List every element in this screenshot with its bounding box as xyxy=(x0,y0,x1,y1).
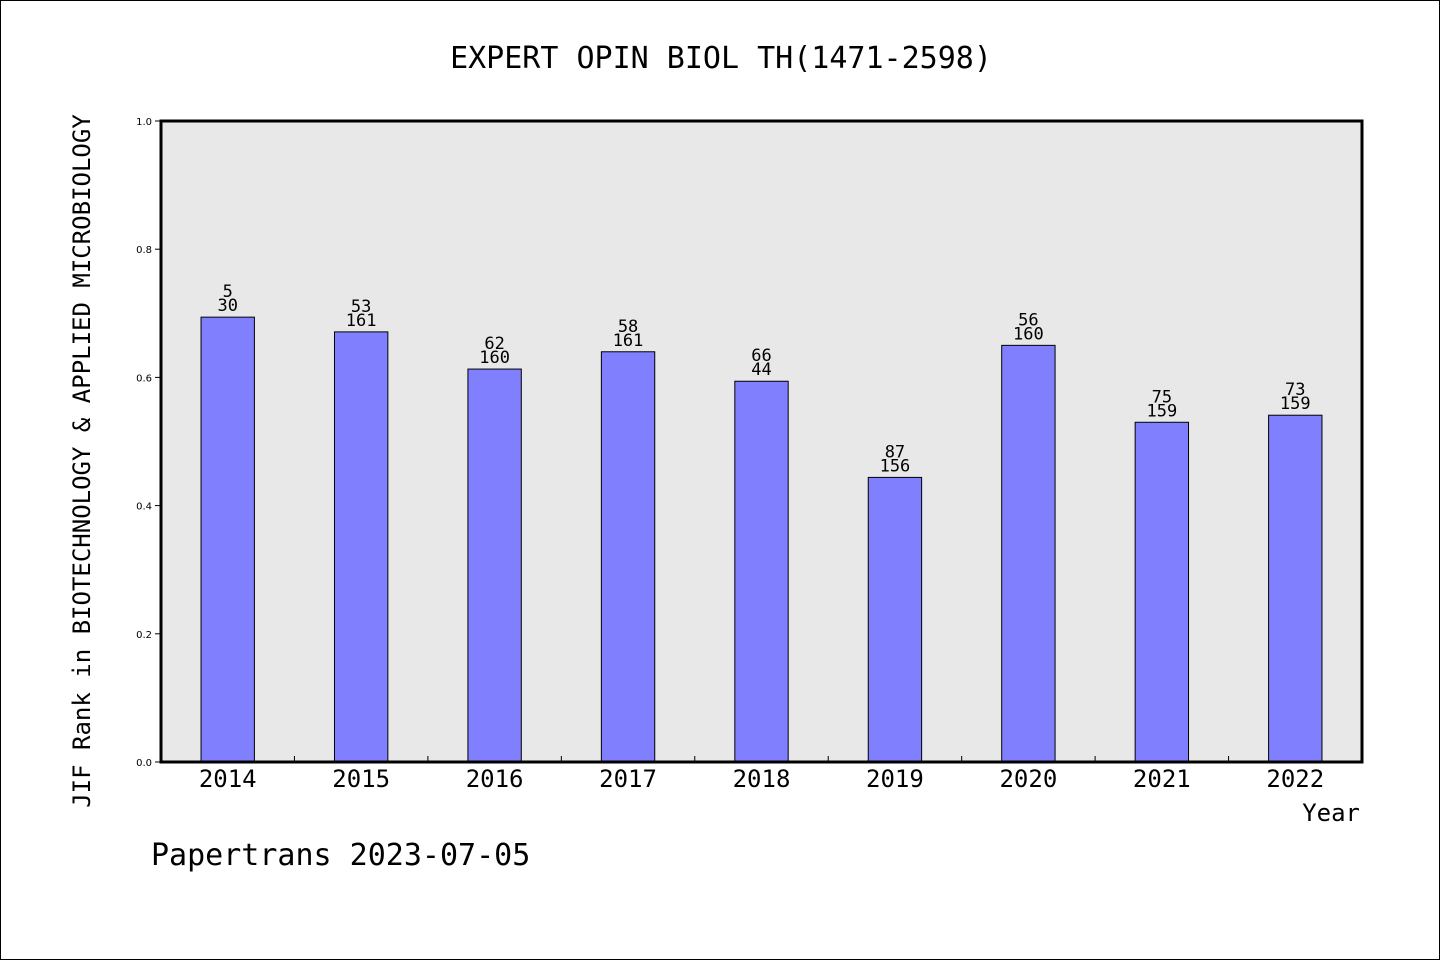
y-axis-ticks: 0.0 0.2 0.4 0.6 0.8 1.0 xyxy=(136,117,161,769)
bar-2015 xyxy=(333,331,389,763)
x-axis-ticks: 2014 2015 2016 2017 2018 2019 2020 2021 2022 xyxy=(199,756,1324,793)
bar-2014 xyxy=(200,316,255,763)
x-axis-label: Year xyxy=(1302,799,1360,827)
bar-total-label: 44 xyxy=(751,360,771,380)
bar-rank-label: 87 xyxy=(885,442,905,462)
x-tick-label: 2021 xyxy=(1133,765,1191,793)
y-tick-label: 0.4 xyxy=(136,502,152,513)
bar-2019 xyxy=(867,476,923,763)
bar-total-label: 161 xyxy=(613,331,644,351)
bar-total-label: 160 xyxy=(479,348,510,368)
bar-rank-label: 56 xyxy=(1018,310,1038,330)
bars-group: 530 5316162160581616644871565616075159731… xyxy=(200,282,1323,763)
chart-title: EXPERT OPIN BIOL TH(1471-2598) xyxy=(450,41,992,76)
x-tick-label: 2020 xyxy=(999,765,1057,793)
bar-2016 xyxy=(467,368,522,763)
bar-rank-label: 73 xyxy=(1285,380,1305,400)
x-tick-label: 2016 xyxy=(466,765,524,793)
bar-rank-label: 5 xyxy=(223,282,233,302)
bar-2020 xyxy=(1001,344,1056,763)
y-tick-label: 0.6 xyxy=(136,373,152,384)
bar-total-label: 161 xyxy=(346,311,377,331)
x-tick-label: 2019 xyxy=(866,765,924,793)
bar-rank-label: 58 xyxy=(618,317,638,337)
x-tick-label: 2017 xyxy=(599,765,657,793)
footer-credit: Papertrans 2023-07-05 xyxy=(151,838,530,873)
bar-total-label: 160 xyxy=(1013,324,1044,344)
x-tick-label: 2022 xyxy=(1266,765,1324,793)
bar-total-label: 30 xyxy=(217,296,237,316)
bar-rank-label: 53 xyxy=(351,297,371,317)
y-tick-label: 0.0 xyxy=(136,758,152,769)
bar-2018 xyxy=(734,380,789,763)
y-tick-label: 1.0 xyxy=(136,117,152,128)
bar-total-label: 159 xyxy=(1146,401,1177,421)
bar-rank-label: 75 xyxy=(1152,387,1172,407)
x-tick-label: 2015 xyxy=(332,765,390,793)
bar-total-label: 159 xyxy=(1280,394,1311,414)
x-tick-label: 2018 xyxy=(733,765,791,793)
bar-2017 xyxy=(600,351,656,763)
bar-total-label: 156 xyxy=(880,456,911,476)
plot-border xyxy=(159,119,1364,764)
bar-rank-label: 66 xyxy=(751,346,771,366)
y-tick-label: 0.8 xyxy=(136,245,152,256)
y-tick-label: 0.2 xyxy=(136,630,152,641)
x-tick-label: 2014 xyxy=(199,765,257,793)
bar-2022 xyxy=(1268,414,1323,763)
bar-2021 xyxy=(1134,421,1190,763)
y-axis-label: JIF Rank in BIOTECHNOLOGY & APPLIED MICR… xyxy=(68,114,96,808)
bar-rank-label: 62 xyxy=(484,334,504,354)
